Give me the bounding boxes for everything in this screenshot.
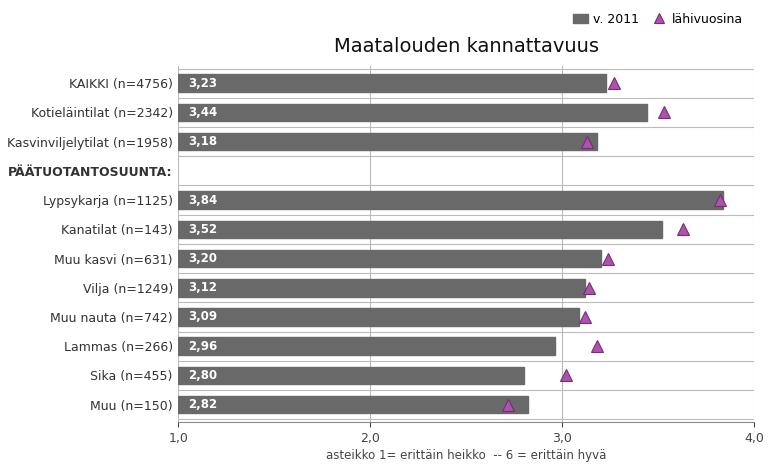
- Bar: [178, 75, 606, 92]
- Bar: [178, 104, 647, 121]
- Text: 3,20: 3,20: [188, 252, 217, 265]
- Text: 3,52: 3,52: [188, 223, 217, 236]
- Bar: [178, 367, 524, 384]
- Text: 3,18: 3,18: [188, 135, 217, 148]
- Text: 2,96: 2,96: [188, 340, 217, 353]
- Bar: [178, 396, 527, 413]
- Bar: [178, 220, 662, 238]
- Legend: v. 2011, lähivuosina: v. 2011, lähivuosina: [568, 8, 748, 31]
- Title: Maatalouden kannattavuus: Maatalouden kannattavuus: [334, 37, 599, 56]
- X-axis label: asteikko 1= erittäin heikko  -- 6 = erittäin hyvä: asteikko 1= erittäin heikko -- 6 = eritt…: [326, 449, 607, 462]
- Bar: [178, 308, 580, 326]
- Bar: [178, 279, 585, 296]
- Text: 3,09: 3,09: [188, 310, 217, 324]
- Text: 2,82: 2,82: [188, 398, 217, 411]
- Bar: [178, 250, 601, 267]
- Text: 3,44: 3,44: [188, 106, 217, 119]
- Text: 2,80: 2,80: [188, 369, 217, 382]
- Bar: [178, 191, 723, 209]
- Bar: [178, 133, 597, 151]
- Bar: [178, 337, 554, 355]
- Text: 3,84: 3,84: [188, 194, 217, 207]
- Text: 3,23: 3,23: [188, 77, 217, 90]
- Text: 3,12: 3,12: [188, 281, 217, 294]
